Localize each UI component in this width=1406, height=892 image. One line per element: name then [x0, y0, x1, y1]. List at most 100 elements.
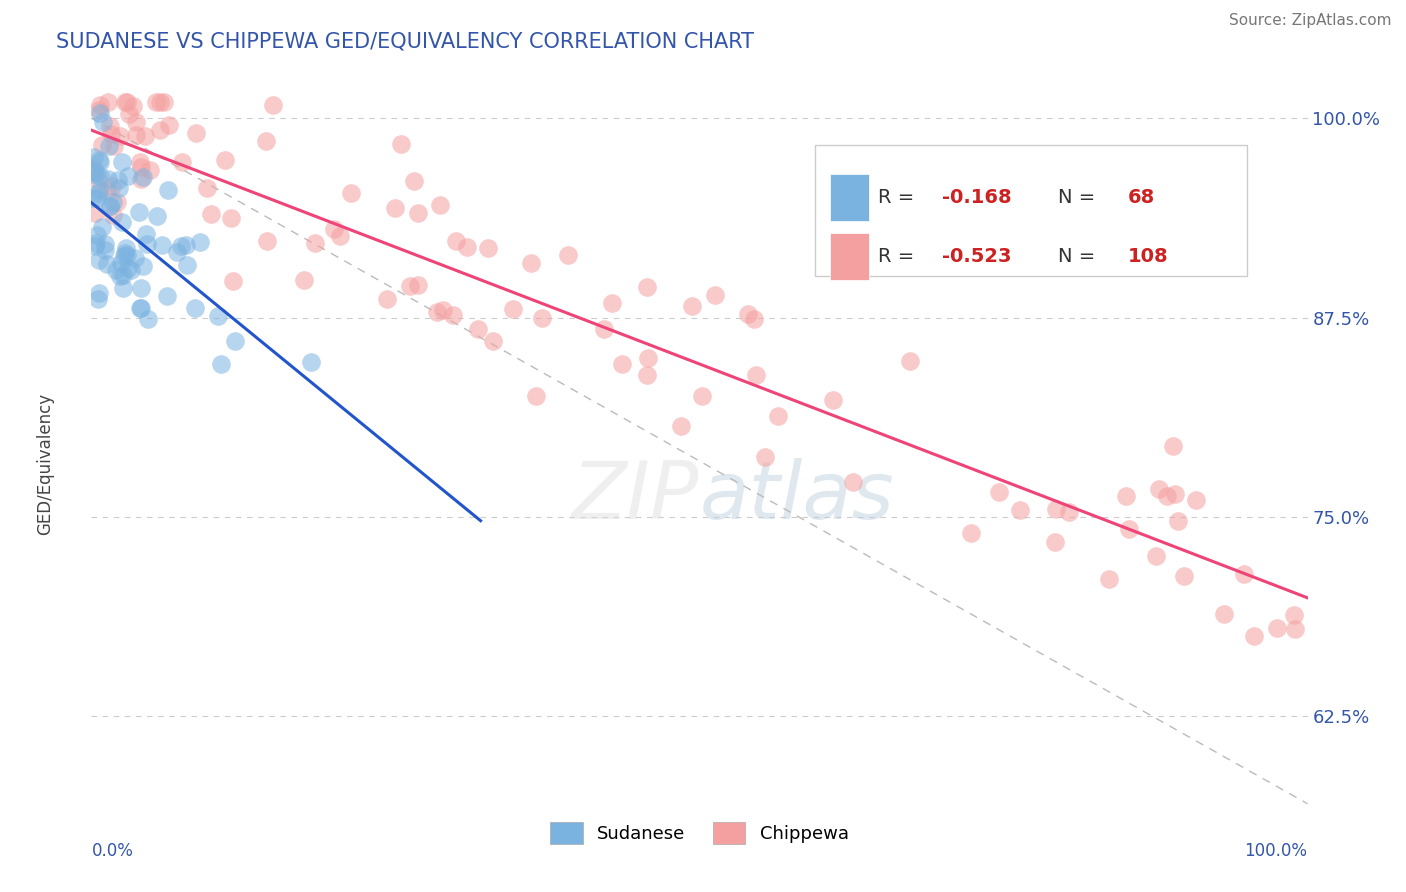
Point — [82, 167, 104, 181]
Point — [111, 155, 134, 169]
Point — [610, 357, 633, 371]
Point — [389, 136, 412, 151]
Point — [114, 242, 136, 256]
Point — [86, 227, 108, 242]
Text: 0.0%: 0.0% — [91, 842, 134, 860]
Point — [149, 123, 172, 137]
Point — [94, 243, 117, 257]
Point — [224, 334, 246, 348]
Text: -0.523: -0.523 — [942, 247, 1011, 266]
Point — [114, 95, 136, 110]
Point — [456, 240, 478, 254]
Point — [135, 227, 157, 242]
Point — [110, 256, 132, 270]
Point — [754, 450, 776, 464]
Point — [83, 150, 105, 164]
Legend: Sudanese, Chippewa: Sudanese, Chippewa — [543, 815, 856, 851]
Point — [219, 211, 242, 226]
Point — [1173, 569, 1195, 583]
Point — [1284, 622, 1306, 636]
Point — [83, 205, 105, 219]
Point — [125, 128, 148, 143]
Point — [117, 95, 139, 110]
Point — [101, 178, 124, 193]
Point — [129, 172, 152, 186]
Point — [600, 296, 623, 310]
Point — [117, 247, 139, 261]
Point — [1098, 572, 1121, 586]
Text: 68: 68 — [1128, 188, 1154, 207]
Point — [150, 238, 173, 252]
Point — [89, 155, 111, 169]
Point — [681, 299, 703, 313]
Point — [103, 194, 125, 209]
Point — [1164, 487, 1187, 501]
Point — [157, 118, 180, 132]
Point — [1212, 607, 1234, 622]
Point — [98, 119, 121, 133]
Text: 108: 108 — [1128, 247, 1168, 266]
Point — [118, 107, 141, 121]
Point — [98, 139, 121, 153]
Point — [406, 206, 429, 220]
Text: ZIP: ZIP — [572, 458, 699, 536]
Point — [83, 161, 105, 176]
Point — [1144, 549, 1167, 563]
Point — [129, 280, 152, 294]
Point — [107, 173, 129, 187]
FancyBboxPatch shape — [815, 145, 1247, 276]
Point — [108, 268, 131, 283]
Point — [97, 95, 120, 110]
Point — [195, 180, 218, 194]
Bar — [830, 174, 869, 220]
Point — [89, 183, 111, 197]
Text: 100.0%: 100.0% — [1244, 842, 1308, 860]
Point — [108, 128, 131, 143]
Point — [209, 358, 232, 372]
Point — [329, 228, 352, 243]
Point — [86, 191, 108, 205]
Point — [301, 355, 323, 369]
Text: R =: R = — [879, 247, 921, 266]
Point — [398, 279, 420, 293]
Point — [402, 174, 425, 188]
Point — [745, 368, 768, 383]
Point — [636, 368, 658, 382]
Point — [96, 184, 118, 198]
Point — [898, 353, 921, 368]
Point — [152, 95, 174, 110]
Point — [120, 262, 142, 277]
Point — [188, 235, 211, 250]
Point — [145, 95, 167, 110]
Point — [432, 302, 454, 317]
Point — [97, 172, 120, 186]
Point — [384, 201, 406, 215]
Point — [737, 307, 759, 321]
Point — [340, 186, 363, 200]
Point — [256, 234, 278, 248]
Point — [1161, 440, 1184, 454]
Point — [174, 237, 197, 252]
Point — [375, 292, 398, 306]
Point — [98, 199, 121, 213]
Point — [103, 139, 125, 153]
Point — [170, 239, 193, 253]
Point — [136, 312, 159, 326]
Point — [87, 173, 110, 187]
Point — [502, 302, 524, 317]
Point — [742, 312, 765, 326]
Point — [482, 334, 505, 348]
Point — [117, 169, 139, 184]
Point — [108, 181, 131, 195]
Point — [467, 322, 489, 336]
Point — [636, 280, 658, 294]
Point — [132, 169, 155, 184]
Point — [1149, 482, 1171, 496]
Point — [323, 221, 346, 235]
Point — [304, 236, 326, 251]
Point — [125, 115, 148, 129]
Point — [105, 263, 128, 277]
Point — [557, 248, 579, 262]
Point — [1267, 622, 1289, 636]
Point — [129, 160, 152, 174]
